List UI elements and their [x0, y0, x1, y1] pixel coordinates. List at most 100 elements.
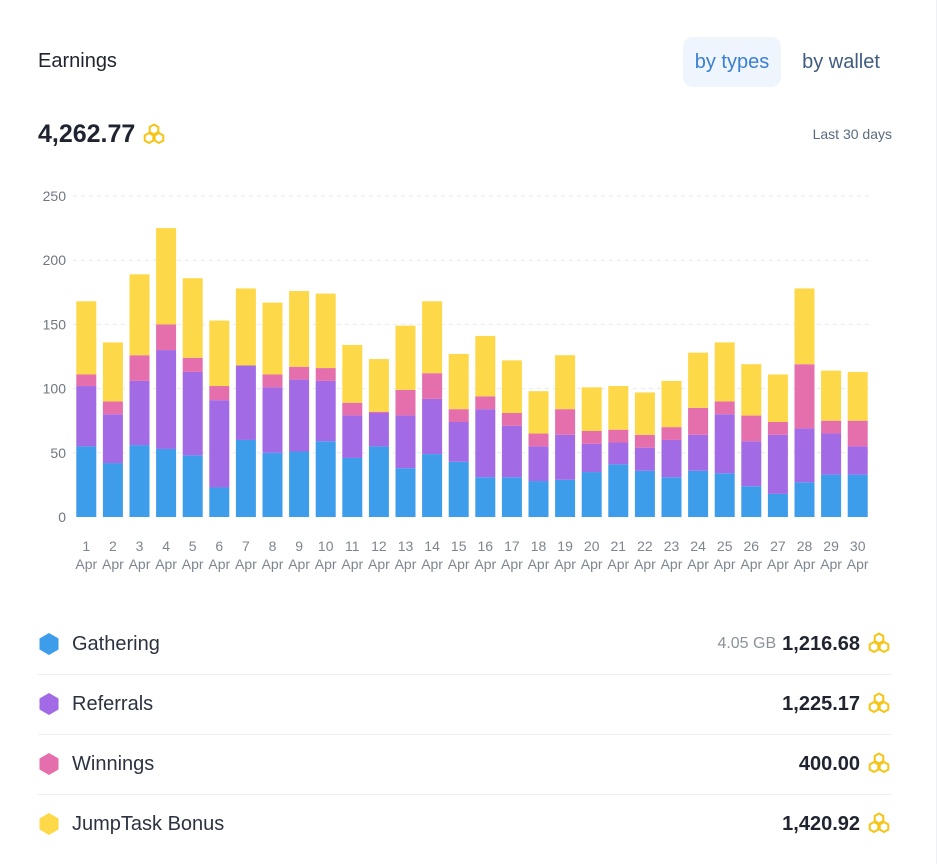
- bar-segment-jumptask-bonus[interactable]: [555, 355, 576, 410]
- bar-segment-winnings[interactable]: [342, 402, 363, 416]
- bar-segment-winnings[interactable]: [422, 373, 443, 399]
- bar-segment-gathering[interactable]: [422, 454, 443, 517]
- by-types-toggle[interactable]: by types: [683, 37, 781, 87]
- bar-segment-winnings[interactable]: [76, 374, 97, 387]
- bar-segment-jumptask-bonus[interactable]: [528, 391, 549, 434]
- bar-segment-winnings[interactable]: [821, 420, 842, 434]
- bar-segment-gathering[interactable]: [76, 446, 97, 517]
- bar-segment-referrals[interactable]: [209, 400, 230, 488]
- bar-segment-referrals[interactable]: [528, 446, 549, 482]
- bar-segment-winnings[interactable]: [688, 407, 709, 435]
- bar-segment-referrals[interactable]: [129, 380, 150, 446]
- bar-segment-referrals[interactable]: [767, 434, 788, 494]
- bar-segment-gathering[interactable]: [182, 455, 203, 517]
- bar-segment-winnings[interactable]: [608, 429, 629, 443]
- bar-segment-gathering[interactable]: [395, 468, 416, 517]
- bar-segment-referrals[interactable]: [156, 350, 177, 449]
- bar-segment-winnings[interactable]: [129, 355, 150, 381]
- bar-segment-referrals[interactable]: [102, 414, 123, 464]
- bar-segment-jumptask-bonus[interactable]: [182, 278, 203, 358]
- bar-segment-gathering[interactable]: [688, 470, 709, 517]
- bar-segment-referrals[interactable]: [794, 428, 815, 483]
- bar-segment-gathering[interactable]: [714, 473, 735, 517]
- bar-segment-referrals[interactable]: [475, 409, 496, 478]
- bar-segment-referrals[interactable]: [847, 446, 868, 475]
- bar-segment-jumptask-bonus[interactable]: [289, 291, 310, 367]
- bar-segment-gathering[interactable]: [555, 479, 576, 517]
- bar-segment-winnings[interactable]: [395, 389, 416, 416]
- bar-segment-gathering[interactable]: [661, 477, 682, 517]
- bar-segment-jumptask-bonus[interactable]: [235, 288, 256, 366]
- bar-segment-winnings[interactable]: [209, 386, 230, 401]
- bar-segment-gathering[interactable]: [581, 472, 602, 517]
- bar-segment-jumptask-bonus[interactable]: [262, 302, 283, 375]
- bar-segment-gathering[interactable]: [209, 487, 230, 517]
- bar-segment-gathering[interactable]: [235, 439, 256, 517]
- bar-segment-gathering[interactable]: [741, 486, 762, 517]
- bar-segment-winnings[interactable]: [555, 409, 576, 435]
- bar-segment-jumptask-bonus[interactable]: [368, 359, 389, 412]
- bar-segment-jumptask-bonus[interactable]: [581, 387, 602, 431]
- bar-segment-referrals[interactable]: [608, 442, 629, 465]
- bar-segment-jumptask-bonus[interactable]: [608, 386, 629, 430]
- bar-segment-jumptask-bonus[interactable]: [342, 344, 363, 403]
- bar-segment-referrals[interactable]: [448, 421, 469, 462]
- bar-segment-gathering[interactable]: [368, 446, 389, 517]
- bar-segment-referrals[interactable]: [634, 447, 655, 471]
- bar-segment-referrals[interactable]: [422, 398, 443, 455]
- bar-segment-jumptask-bonus[interactable]: [422, 301, 443, 374]
- bar-segment-winnings[interactable]: [448, 409, 469, 422]
- bar-segment-jumptask-bonus[interactable]: [794, 288, 815, 365]
- bar-segment-referrals[interactable]: [688, 434, 709, 471]
- bar-segment-winnings[interactable]: [847, 420, 868, 447]
- bar-segment-gathering[interactable]: [847, 474, 868, 517]
- bar-segment-jumptask-bonus[interactable]: [714, 342, 735, 402]
- bar-segment-gathering[interactable]: [821, 474, 842, 517]
- bar-segment-referrals[interactable]: [501, 425, 522, 478]
- bar-segment-winnings[interactable]: [475, 396, 496, 410]
- bar-segment-referrals[interactable]: [714, 414, 735, 474]
- bar-segment-jumptask-bonus[interactable]: [102, 342, 123, 402]
- bar-segment-gathering[interactable]: [475, 477, 496, 517]
- bar-segment-referrals[interactable]: [741, 441, 762, 487]
- by-wallet-toggle[interactable]: by wallet: [802, 50, 880, 73]
- bar-segment-referrals[interactable]: [289, 379, 310, 452]
- bar-segment-gathering[interactable]: [129, 445, 150, 517]
- bar-segment-winnings[interactable]: [794, 364, 815, 429]
- bar-segment-gathering[interactable]: [767, 493, 788, 517]
- bar-segment-jumptask-bonus[interactable]: [688, 352, 709, 408]
- bar-segment-winnings[interactable]: [289, 366, 310, 380]
- bar-segment-referrals[interactable]: [182, 371, 203, 456]
- bar-segment-referrals[interactable]: [262, 387, 283, 453]
- bar-segment-gathering[interactable]: [262, 452, 283, 517]
- bar-segment-jumptask-bonus[interactable]: [129, 274, 150, 356]
- bar-segment-jumptask-bonus[interactable]: [209, 320, 230, 387]
- bar-segment-winnings[interactable]: [528, 433, 549, 447]
- bar-segment-gathering[interactable]: [156, 448, 177, 517]
- bar-segment-gathering[interactable]: [794, 482, 815, 517]
- bar-segment-referrals[interactable]: [368, 412, 389, 447]
- bar-segment-winnings[interactable]: [368, 411, 389, 413]
- bar-segment-referrals[interactable]: [395, 415, 416, 469]
- bar-segment-winnings[interactable]: [661, 427, 682, 440]
- bar-segment-gathering[interactable]: [315, 441, 336, 517]
- bar-segment-winnings[interactable]: [156, 324, 177, 351]
- bar-segment-winnings[interactable]: [182, 357, 203, 372]
- bar-segment-gathering[interactable]: [634, 470, 655, 517]
- bar-segment-gathering[interactable]: [501, 477, 522, 517]
- bar-segment-referrals[interactable]: [342, 415, 363, 458]
- bar-segment-jumptask-bonus[interactable]: [821, 370, 842, 421]
- bar-segment-winnings[interactable]: [714, 401, 735, 415]
- bar-segment-gathering[interactable]: [608, 464, 629, 517]
- bar-segment-winnings[interactable]: [634, 434, 655, 448]
- bar-segment-referrals[interactable]: [661, 439, 682, 478]
- bar-segment-winnings[interactable]: [315, 368, 336, 381]
- bar-segment-gathering[interactable]: [342, 457, 363, 517]
- bar-segment-jumptask-bonus[interactable]: [76, 301, 97, 375]
- bar-segment-jumptask-bonus[interactable]: [156, 228, 177, 325]
- bar-segment-jumptask-bonus[interactable]: [634, 392, 655, 435]
- bar-segment-jumptask-bonus[interactable]: [475, 335, 496, 397]
- bar-segment-referrals[interactable]: [315, 380, 336, 442]
- bar-segment-jumptask-bonus[interactable]: [767, 374, 788, 422]
- bar-segment-jumptask-bonus[interactable]: [315, 293, 336, 369]
